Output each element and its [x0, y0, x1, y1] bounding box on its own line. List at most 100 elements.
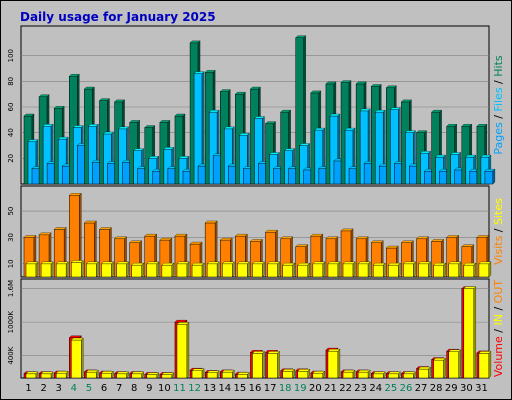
- x-tick-label-day-13: 13: [203, 383, 216, 394]
- bar-in-day-13-side: [217, 370, 220, 379]
- bar-in-day-26-side: [413, 371, 416, 379]
- bar-in-day-12-face: [191, 370, 203, 379]
- bar-pages-day-23-face: [363, 163, 373, 185]
- bar-sites-day-20-face: [312, 263, 324, 278]
- y-axis-label-part: Sites: [492, 198, 505, 225]
- bar-in-day-23-side: [367, 369, 371, 379]
- bar-in-day-21-side: [337, 348, 341, 379]
- x-tick-label-day-29: 29: [445, 383, 458, 394]
- y-axis-label-part: IN: [492, 314, 505, 325]
- y-axis-label-1: Pages / Files / Hits: [492, 55, 505, 155]
- y-tick-label: 30: [7, 233, 15, 242]
- y-axis-label-part: /: [492, 303, 505, 314]
- bar-in-day-14: [221, 369, 235, 379]
- bar-sites-day-3-face: [55, 263, 67, 278]
- bar-in-day-10-face: [161, 374, 173, 379]
- bar-in-day-26: [403, 371, 416, 379]
- bar-sites-day-17-face: [267, 263, 278, 278]
- bar-sites-day-1-side: [35, 261, 39, 278]
- bar-sites-day-30-face: [463, 264, 475, 278]
- bar-in-day-31-face: [478, 353, 490, 379]
- bar-sites-day-10-side: [171, 262, 175, 278]
- bar-sites-day-16-side: [262, 261, 265, 278]
- x-tick-label-day-20: 20: [309, 383, 322, 394]
- x-tick-label-day-23: 23: [354, 383, 367, 394]
- y-axis-label-part: /: [492, 77, 505, 88]
- bar-sites-day-27-face: [418, 263, 429, 278]
- bar-in-day-19-side: [307, 368, 310, 379]
- x-tick-label-day-1: 1: [25, 383, 31, 394]
- bar-pages-day-14-face: [228, 165, 237, 185]
- bar-in-day-17-side: [277, 351, 280, 379]
- bar-sites-day-25: [387, 262, 401, 278]
- x-tick-label-day-22: 22: [339, 383, 352, 394]
- bar-in-day-29: [448, 349, 462, 379]
- y-axis-label-part: /: [492, 225, 505, 236]
- bar-in-day-25-side: [398, 371, 401, 379]
- bar-sites-day-30: [463, 262, 477, 278]
- bar-in-day-5: [86, 369, 99, 379]
- bar-in-day-30: [463, 286, 477, 379]
- bar-sites-day-12-face: [191, 264, 203, 278]
- x-tick-label-day-26: 26: [400, 383, 413, 394]
- bar-sites-day-25-side: [398, 262, 401, 278]
- bar-sites-day-16: [252, 261, 265, 278]
- bar-sites-day-19-side: [307, 262, 310, 278]
- y-axis-label-2: Visits / Sites: [492, 198, 505, 265]
- bar-in-day-7-face: [116, 373, 127, 379]
- bar-sites-day-8-side: [141, 262, 144, 278]
- bar-in-day-22-side: [352, 369, 356, 379]
- bar-pages-day-10-face: [167, 168, 177, 185]
- bar-pages-day-11-face: [182, 170, 192, 185]
- bar-pages-day-30-face: [469, 170, 479, 185]
- bar-pages-day-18-face: [288, 168, 297, 185]
- bar-in-day-5-side: [96, 369, 99, 379]
- bar-sites-day-8: [131, 262, 145, 278]
- bar-in-day-16-face: [252, 353, 263, 379]
- bar-in-day-17-face: [267, 353, 278, 379]
- bar-pages-day-5-face: [92, 161, 101, 185]
- bar-pages-day-3-face: [61, 165, 71, 185]
- bar-sites-day-19-face: [297, 264, 308, 278]
- bar-sites-day-14-side: [232, 261, 235, 278]
- bar-in-day-4-face: [71, 339, 82, 379]
- y-tick-label: 80: [7, 77, 15, 86]
- y-axis-label-part: /: [492, 112, 505, 123]
- bar-sites-day-9: [146, 261, 160, 278]
- bar-pages-day-7-face: [122, 161, 131, 185]
- y-axis-label-3: Volume / IN / OUT: [492, 280, 505, 378]
- bar-in-day-20-face: [312, 373, 324, 379]
- bar-in-day-18-side: [292, 368, 295, 379]
- bar-sites-day-26-side: [413, 261, 416, 278]
- bar-pages-day-16-face: [258, 163, 267, 185]
- bar-in-day-2-side: [50, 371, 54, 379]
- bar-sites-day-18-side: [292, 262, 295, 278]
- bar-sites-day-15: [236, 261, 250, 278]
- y-tick-label: 1000K: [7, 311, 15, 334]
- bar-in-day-17: [267, 351, 280, 379]
- bar-sites-day-28-face: [433, 264, 444, 278]
- bar-sites-day-11-face: [176, 263, 188, 278]
- chart-panel-2: 10 30 50 Visits / Sites: [7, 185, 505, 278]
- bar-pages-day-26-face: [409, 165, 418, 185]
- bar-in-day-7-side: [126, 371, 129, 379]
- bar-in-day-11: [176, 321, 190, 379]
- y-axis-label-part: Files: [492, 87, 505, 111]
- y-tick-label: 50: [7, 207, 15, 216]
- bar-in-day-24-face: [372, 373, 384, 379]
- bar-sites-day-20-side: [322, 261, 325, 278]
- bar-pages-day-13-face: [212, 155, 222, 185]
- bar-in-day-19-face: [297, 371, 308, 379]
- x-tick-label-day-11: 11: [173, 383, 186, 394]
- bar-in-day-23: [357, 369, 371, 379]
- x-tick-label-day-4: 4: [71, 383, 77, 394]
- bar-in-day-27-side: [428, 366, 431, 379]
- bar-in-day-24-side: [383, 371, 386, 379]
- bar-pages-day-28-face: [439, 170, 448, 185]
- bar-in-day-11-face: [176, 324, 188, 379]
- bar-sites-day-23-side: [367, 261, 371, 278]
- bar-sites-day-4-face: [71, 262, 82, 278]
- bar-sites-day-25-face: [388, 264, 399, 278]
- bar-in-day-21: [327, 348, 341, 379]
- bar-in-day-7: [116, 371, 129, 379]
